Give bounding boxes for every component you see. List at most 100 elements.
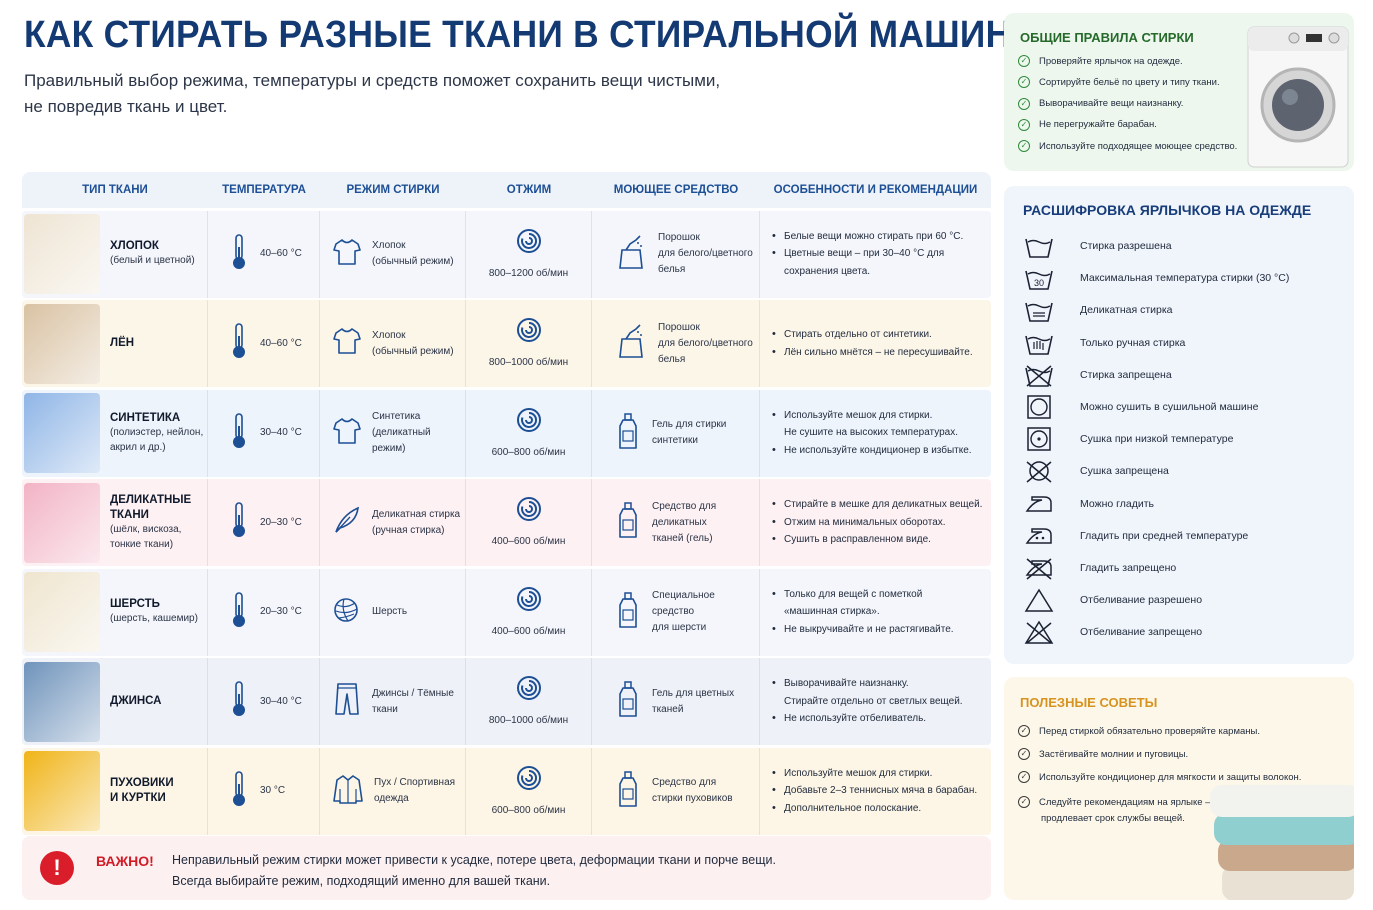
care-labels-panel: РАСШИФРОВКА ЯРЛЫЧКОВ НА ОДЕЖДЕ Стирка ра…: [1004, 186, 1354, 664]
care-label-item: Отбеливание разрешено: [1024, 587, 1202, 613]
warning-label: ВАЖНО!: [96, 853, 154, 869]
fabric-subtitle: (шерсть, кашемир): [110, 613, 198, 625]
spin-cell: 800–1000 об/мин: [466, 300, 592, 387]
detergent-cell: Средство для стирки пуховиков: [592, 747, 760, 835]
spin-cell: 800–1200 об/мин: [466, 210, 592, 298]
header-spin: ОТЖИМ: [506, 184, 552, 196]
detergent-text: Средство для стирки пуховиков: [652, 777, 733, 804]
recommendations-cell: Выворачивайте наизнанку. Стирайте отдельн…: [760, 658, 991, 745]
spin-value: 800–1000 об/мин: [488, 357, 569, 368]
recommendations-list: Используйте мешок для стирки. Не сушите н…: [770, 407, 972, 460]
general-rule-item: ✓ Сортируйте бельё по цвету и типу ткани.: [1018, 76, 1220, 89]
general-rules-panel: ОБЩИЕ ПРАВИЛА СТИРКИ ✓ Проверяйте ярлычок…: [1004, 13, 1354, 171]
mode-text: Шерсть: [372, 606, 408, 617]
fabric-cell: ШЕРСТЬ (шерсть, кашемир): [22, 568, 208, 656]
recommendation-item: Используйте мешок для стирки.: [770, 407, 972, 425]
table-row: ШЕРСТЬ (шерсть, кашемир) 20–30 °C Шерсть 400…: [22, 568, 991, 656]
mode-cell: Деликатная стирка (ручная стирка): [320, 479, 466, 566]
spin-icon: [515, 764, 543, 797]
mode-cell: Джинсы / Тёмные ткани: [320, 658, 466, 745]
detergent-cell: Порошок для белого/цветного белья: [592, 210, 760, 298]
delicate-wash-icon: [1024, 297, 1068, 323]
fabric-name: ШЕРСТЬ (шерсть, кашемир): [110, 597, 198, 627]
recommendation-item: Не используйте кондиционер в избытке.: [770, 442, 972, 460]
tumble-dry-icon: [1024, 394, 1068, 420]
recommendation-item: Не выкручивайте и не растягивайте.: [770, 621, 954, 639]
fabric-name: СИНТЕТИКА (полиэстер, нейлон, акрил и др.): [110, 411, 203, 455]
mode-text: Джинсы / Тёмные ткани: [372, 687, 454, 715]
thermometer-icon: [230, 591, 248, 634]
general-rule-text: Выворачивайте вещи наизнанку.: [1039, 98, 1184, 110]
general-rule-item: ✓ Не перегружайте барабан.: [1018, 118, 1157, 131]
fabric-cell: СИНТЕТИКА (полиэстер, нейлон, акрил и др.): [22, 389, 208, 477]
general-rule-text: Проверяйте ярлычок на одежде.: [1039, 55, 1183, 67]
recommendations-list: Белые вещи можно стирать при 60 °C.Цветн…: [770, 228, 963, 281]
care-label-item: Стирка разрешена: [1024, 233, 1172, 259]
mode-cell: Синтетика (деликатный режим): [320, 389, 466, 477]
temperature-value: 20–30 °C: [260, 516, 302, 528]
care-label-item: Можно гладить: [1024, 491, 1154, 517]
towel-stack-image: [1210, 785, 1354, 900]
fabric-subtitle: акрил и др.): [110, 441, 166, 453]
check-icon: ✓: [1018, 725, 1030, 737]
spin-value: 600–800 об/мин: [491, 446, 566, 458]
no-tumble-dry-icon: [1024, 458, 1068, 484]
fabric-photo: [24, 572, 100, 652]
header-detergent: МОЮЩЕЕ СРЕДСТВО: [613, 184, 739, 196]
detergent-text: Гель для стирки синтетики: [652, 419, 727, 446]
general-rule-text: Используйте подходящее моющее средство.: [1039, 140, 1238, 152]
table-row: ДЖИНСА 30–40 °C Джинсы / Тёмные ткани 800–10…: [22, 658, 991, 745]
fabric-photo: [24, 661, 100, 742]
check-icon: ✓: [1018, 118, 1030, 131]
care-label-text: Гладить при средней температуре: [1080, 529, 1249, 542]
mode-cell: Пух / Спортивная одежда: [320, 747, 466, 835]
table-row: СИНТЕТИКА (полиэстер, нейлон, акрил и др.)…: [22, 389, 991, 477]
detergent-cell: Порошок для белого/цветного белья: [592, 300, 760, 387]
recommendation-item: «машинная стирка».: [784, 606, 880, 618]
recommendation-item: сохранения цвета.: [784, 265, 871, 277]
general-rules-title: ОБЩИЕ ПРАВИЛА СТИРКИ: [1020, 30, 1194, 45]
tip-item: ✓ Застёгивайте молнии и пуговицы.: [1018, 748, 1188, 760]
care-label-item: Стирка запрещена: [1024, 362, 1172, 388]
powder-icon: [616, 234, 646, 275]
detergent-cell: Гель для цветных тканей: [592, 658, 760, 745]
tip-item: ✓ Следуйте рекомендациям на ярлыке – это: [1018, 796, 1227, 808]
spin-value: 600–800 об/мин: [491, 804, 566, 816]
fabric-cell: ЛЁН: [22, 300, 208, 387]
fabric-title: ДЖИНСА: [110, 695, 162, 707]
recommendation-item: Не сушите на высоких температурах.: [784, 427, 959, 439]
check-icon: ✓: [1018, 55, 1030, 67]
care-labels-title: РАСШИФРОВКА ЯРЛЫЧКОВ НА ОДЕЖДЕ: [1023, 202, 1312, 218]
spin-icon: [515, 495, 543, 528]
fabric-photo: [24, 482, 100, 563]
mode-cell: Хлопок (обычный режим): [320, 210, 466, 298]
recommendations-cell: Стирайте в мешке для деликатных вещей.От…: [760, 479, 991, 566]
check-icon: ✓: [1018, 771, 1030, 783]
care-label-text: Отбеливание запрещено: [1080, 626, 1203, 639]
spin-cell: 600–800 об/мин: [466, 747, 592, 835]
recommendation-item: Только для вещей с пометкой: [770, 586, 954, 604]
warning-icon: !: [40, 851, 74, 885]
header-fabric: ТИП ТКАНИ: [82, 184, 148, 196]
care-label-text: Максимальная температура стирки (30 °C): [1080, 272, 1290, 285]
detergent-text: Специальное средство для шерсти: [652, 590, 715, 633]
tip-text: Используйте кондиционер для мягкости и з…: [1039, 771, 1302, 783]
recommendations-cell: Используйте мешок для стирки. Не сушите н…: [760, 390, 991, 477]
fabric-title: ЛЁН: [110, 337, 135, 349]
recommendations-list: Только для вещей с пометкой «машинная сти…: [770, 586, 954, 639]
temperature-cell: 20–30 °C: [208, 479, 320, 566]
header-temperature: ТЕМПЕРАТУРА: [222, 184, 306, 196]
check-icon: ✓: [1018, 748, 1030, 760]
no-wash-icon: [1024, 362, 1068, 388]
check-icon: ✓: [1018, 97, 1030, 110]
mode-cell: Шерсть: [320, 568, 466, 656]
tip-item: ✓ Перед стиркой обязательно проверяйте ка…: [1018, 725, 1260, 737]
table-row: ЛЁН 40–60 °C Хлопок (обычный режим) 800–1000…: [22, 300, 991, 387]
tip-text: Застёгивайте молнии и пуговицы.: [1039, 748, 1189, 760]
care-label-text: Сушка при низкой температуре: [1080, 433, 1234, 446]
fabric-title: СИНТЕТИКА: [110, 412, 181, 424]
temperature-value: 40–60 °C: [260, 248, 302, 259]
thermometer-icon: [230, 233, 248, 276]
recommendation-item: Выворачивайте наизнанку.: [770, 675, 963, 693]
fabric-subtitle: (полиэстер, нейлон,: [110, 427, 204, 438]
